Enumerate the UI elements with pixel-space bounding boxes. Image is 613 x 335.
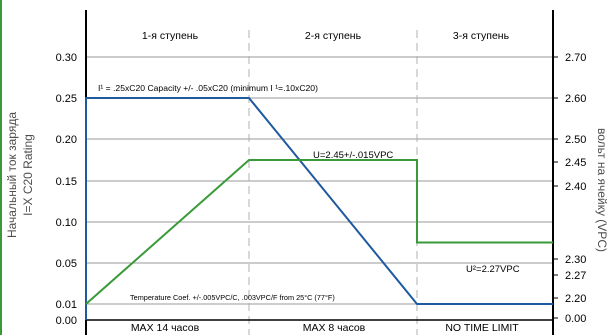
voltage-stage2-annotation: U=2.45+/-.015VPC [313, 150, 393, 161]
stage-2-duration: MAX 8 часов [303, 322, 366, 334]
left-tick-label-3: 0.15 [56, 176, 77, 188]
right-tick-label-3: 2.45 [565, 157, 586, 169]
temperature-annotation: Temperature Coef. +/-.005VPC/C, .003VPC/… [130, 293, 335, 302]
current-annotation: I¹ = .25xC20 Capacity +/- .05xC20 (minim… [98, 83, 318, 93]
left-tick-label-6: 0.01 [56, 299, 77, 311]
right-tick-label-6: 2.27 [565, 270, 586, 282]
left-ticks: 0.30 0.25 0.20 0.15 0.10 0.05 0.01 0.00 [56, 52, 77, 327]
right-tick-label-7: 2.20 [565, 293, 586, 305]
right-tick-label-8: 0.00 [565, 313, 586, 325]
left-tick-label-7: 0.00 [56, 315, 77, 327]
series-line-2 [85, 159, 553, 305]
right-tick-label-5: 2.30 [565, 254, 586, 266]
left-tick-label-5: 0.05 [56, 258, 77, 270]
stage-2-label: 2-я ступень [305, 30, 362, 42]
left-tick-label-4: 0.10 [56, 217, 77, 229]
right-tick-label-4: 2.40 [565, 181, 586, 193]
right-tick-label-0: 2.70 [565, 52, 586, 64]
left-tick-label-1: 0.25 [56, 93, 77, 105]
stage-dividers [248, 30, 418, 335]
left-tick-label-0: 0.30 [56, 52, 77, 64]
series-line-1 [85, 97, 553, 320]
left-axis-title-line1: Начальный ток заряда [5, 112, 19, 238]
right-ticks: 2.70 2.60 2.50 2.45 2.40 2.30 2.27 2.20 0.00 [553, 52, 586, 325]
stage-3-label: 3-я ступень [453, 30, 510, 42]
left-axis-title-line2: I=X C20 Rating [21, 134, 35, 216]
stage-1-label: 1-я ступень [142, 30, 199, 42]
right-tick-label-2: 2.50 [565, 134, 586, 146]
axes [85, 10, 554, 335]
grid-lines [86, 56, 553, 305]
series-lines [85, 97, 553, 320]
left-tick-label-2: 0.20 [56, 134, 77, 146]
right-axis-title: вольт на ячейку (VPC) [595, 128, 609, 252]
stage-1-duration: MAX 14 часов [131, 322, 200, 334]
left-accent-strip [0, 0, 2, 335]
stage-3-duration: NO TIME LIMIT [445, 322, 519, 334]
right-tick-label-1: 2.60 [565, 93, 586, 105]
voltage-stage3-annotation: U²=2.27VPC [466, 264, 520, 275]
